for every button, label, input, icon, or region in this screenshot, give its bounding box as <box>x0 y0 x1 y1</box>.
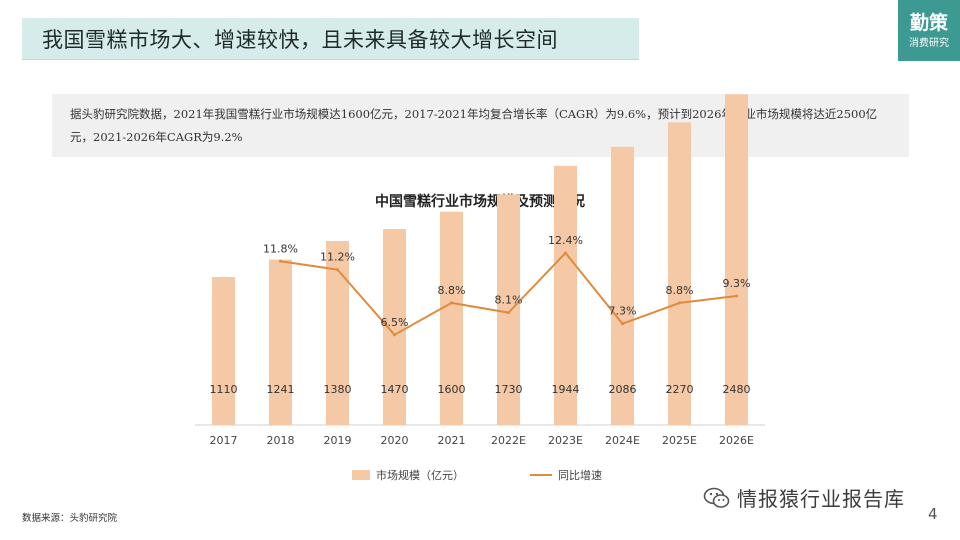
growth-value-label: 12.4% <box>548 234 583 247</box>
bar-value-label: 2086 <box>609 383 637 396</box>
brand-subtitle: 消费研究 <box>909 37 949 49</box>
bar <box>269 259 292 425</box>
growth-value-label: 8.1% <box>495 294 523 307</box>
x-tick-label: 2020 <box>381 434 409 447</box>
bar-value-label: 1470 <box>381 383 409 396</box>
watermark-text: 情报猿行业报告库 <box>737 487 905 511</box>
bar-value-label: 1944 <box>552 383 580 396</box>
x-tick-label: 2024E <box>605 434 640 447</box>
growth-point <box>564 251 567 255</box>
x-tick-label: 2023E <box>548 434 583 447</box>
x-tick-label: 2026E <box>719 434 754 447</box>
legend-bar-label: 市场规模（亿元） <box>376 468 464 482</box>
x-tick-label: 2017 <box>210 434 238 447</box>
legend: 市场规模（亿元） 同比增速 <box>352 468 602 482</box>
chart-title: 中国雪糕行业市场规模及预测情况 <box>375 193 585 210</box>
brand-name: 勤策 <box>909 11 948 34</box>
growth-value-label: 8.8% <box>438 284 466 297</box>
watermark: 情报猿行业报告库 <box>703 483 905 512</box>
growth-point <box>735 294 738 298</box>
growth-value-label: 9.3% <box>723 277 751 290</box>
growth-point <box>393 333 396 337</box>
bar <box>668 122 691 425</box>
x-tick-label: 2019 <box>324 434 352 447</box>
growth-point <box>678 301 681 305</box>
growth-value-label: 7.3% <box>609 305 637 318</box>
legend-line-label: 同比增速 <box>558 468 602 482</box>
page-title: 我国雪糕市场大、增速较快，且未来具备较大增长空间 <box>42 27 558 52</box>
bar <box>212 277 235 425</box>
bar-value-label: 1600 <box>438 383 466 396</box>
growth-point <box>450 301 453 305</box>
bar <box>383 229 406 425</box>
growth-point <box>336 268 339 272</box>
bar <box>554 165 577 426</box>
growth-value-label: 11.2% <box>320 251 355 264</box>
brand-logo: 勤策 消费研究 <box>898 0 960 61</box>
bar <box>326 241 349 425</box>
growth-value-label: 11.8% <box>263 242 298 255</box>
line-layer <box>279 251 738 337</box>
bar-value-label: 2270 <box>666 383 694 396</box>
summary-box: 据头豹研究院数据，2021年我国雪糕行业市场规模达1600亿元，2017-202… <box>52 94 909 157</box>
x-tick-label: 2018 <box>267 434 295 447</box>
bar-value-label: 1241 <box>267 383 295 396</box>
bar-value-label: 1380 <box>324 383 352 396</box>
summary-text: 据头豹研究院数据，2021年我国雪糕行业市场规模达1600亿元，2017-202… <box>70 107 878 144</box>
labels-layer: 1110 2017 1241 2018 1380 2019 1470 2020 1600 2021… <box>210 234 755 447</box>
growth-point <box>507 311 510 315</box>
x-tick-label: 2025E <box>662 434 697 447</box>
bar-value-label: 2480 <box>723 383 751 396</box>
growth-value-label: 6.5% <box>381 316 409 329</box>
bar <box>440 211 463 425</box>
growth-point <box>279 259 282 263</box>
page-number: 4 <box>928 505 938 523</box>
title-banner: 我国雪糕市场大、增速较快，且未来具备较大增长空间 <box>22 18 639 60</box>
bar <box>497 194 520 425</box>
wechat-icon <box>703 487 730 508</box>
bars-layer <box>212 94 748 426</box>
bar-value-label: 1110 <box>210 383 238 396</box>
bar-value-label: 1730 <box>495 383 523 396</box>
x-tick-label: 2022E <box>491 434 526 447</box>
source-note: 数据来源：头豹研究院 <box>22 513 118 524</box>
x-tick-label: 2021 <box>438 434 466 447</box>
bar <box>725 94 748 425</box>
legend-bar-swatch <box>352 470 370 480</box>
growth-value-label: 8.8% <box>666 284 694 297</box>
growth-point <box>621 322 624 326</box>
bar <box>611 146 634 425</box>
